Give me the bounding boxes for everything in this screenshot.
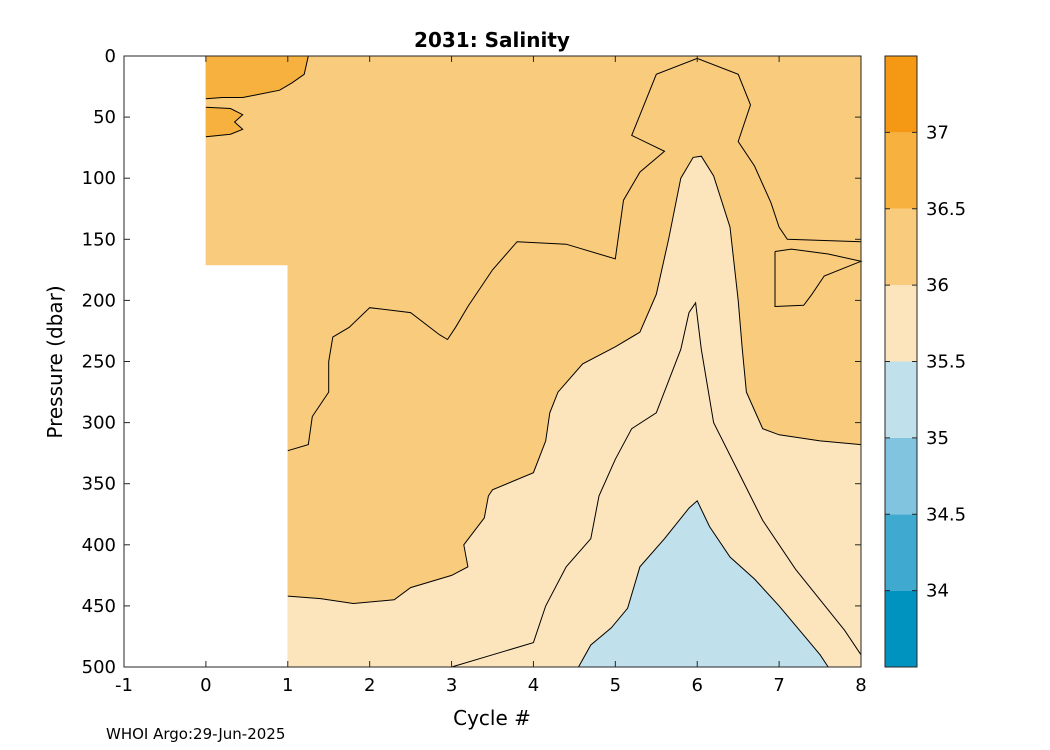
- colorbar-tick-label: 36: [926, 275, 949, 296]
- x-tick-label: 8: [855, 675, 866, 696]
- x-tick-label: -1: [115, 675, 133, 696]
- y-tick-label: 400: [82, 535, 116, 556]
- y-tick-label: 50: [93, 107, 116, 128]
- contour-line-36-3: [774, 248, 863, 308]
- chart-title: 2031: Salinity: [414, 28, 570, 52]
- colorbar-band-36p5: [885, 132, 917, 209]
- x-tick-label: 2: [364, 675, 375, 696]
- contour-line-35p5-5: [451, 301, 862, 668]
- x-axis-label: Cycle #: [453, 706, 531, 730]
- footnote-credit: WHOI Argo:29-Jun-2025: [106, 725, 286, 743]
- colorbar-band-35p5: [885, 285, 917, 362]
- colorbar-frame: [884, 55, 918, 668]
- colorbar-tick-label: 35.5: [926, 352, 966, 373]
- colorbar-band-34: [885, 514, 917, 591]
- contour-lines: [205, 55, 863, 668]
- y-tick-label: 0: [105, 46, 116, 67]
- colorbar-band-33p5: [885, 590, 917, 667]
- y-axis-ticks: 0 50 100 150 200 250 300 350 400 450 500: [82, 46, 861, 678]
- contour-plot-area: -1 0 1 2 3 4 5 6 7 8 0 50 100 150 200 250 300 350 400 450 5…: [82, 46, 867, 696]
- x-tick-label: 7: [773, 675, 784, 696]
- x-tick-label: 3: [446, 675, 457, 696]
- y-tick-label: 500: [82, 657, 116, 678]
- colorbar: 34 34.5 35 35.5 36 36.5 37: [884, 55, 966, 668]
- colorbar-band-36: [885, 208, 917, 286]
- contour-line-35p5-4: [287, 155, 862, 605]
- y-tick-label: 300: [82, 413, 116, 434]
- colorbar-band-34p5: [885, 437, 917, 515]
- x-tick-label: 1: [282, 675, 293, 696]
- y-tick-label: 100: [82, 168, 116, 189]
- x-tick-label: 0: [200, 675, 211, 696]
- colorbar-ticks: 34 34.5 35 35.5 36 36.5 37: [885, 122, 966, 602]
- x-tick-label: 4: [528, 675, 539, 696]
- colorbar-tick-label: 37: [926, 122, 949, 143]
- plot-frame: [123, 55, 862, 668]
- contour-line-35-6: [578, 499, 829, 668]
- x-tick-label: 6: [691, 675, 702, 696]
- colorbar-bands: [885, 56, 917, 667]
- colorbar-tick-label: 34.5: [926, 504, 966, 525]
- colorbar-tick-label: 36.5: [926, 199, 966, 220]
- y-tick-label: 200: [82, 290, 116, 311]
- contour-line-36p5-1: [205, 106, 244, 138]
- colorbar-tick-label: 34: [926, 581, 949, 602]
- y-tick-label: 350: [82, 474, 116, 495]
- contour-line-36p5-0: [205, 55, 309, 100]
- contour-line-36-2: [287, 57, 862, 452]
- y-tick-label: 450: [82, 596, 116, 617]
- colorbar-tick-label: 35: [926, 428, 949, 449]
- y-tick-label: 150: [82, 229, 116, 250]
- y-tick-label: 250: [82, 352, 116, 373]
- filled-contour-regions: [205, 55, 862, 668]
- colorbar-band-37: [885, 56, 917, 133]
- x-tick-label: 5: [610, 675, 621, 696]
- colorbar-band-35: [885, 361, 917, 438]
- y-axis-label: Pressure (dbar): [43, 285, 67, 438]
